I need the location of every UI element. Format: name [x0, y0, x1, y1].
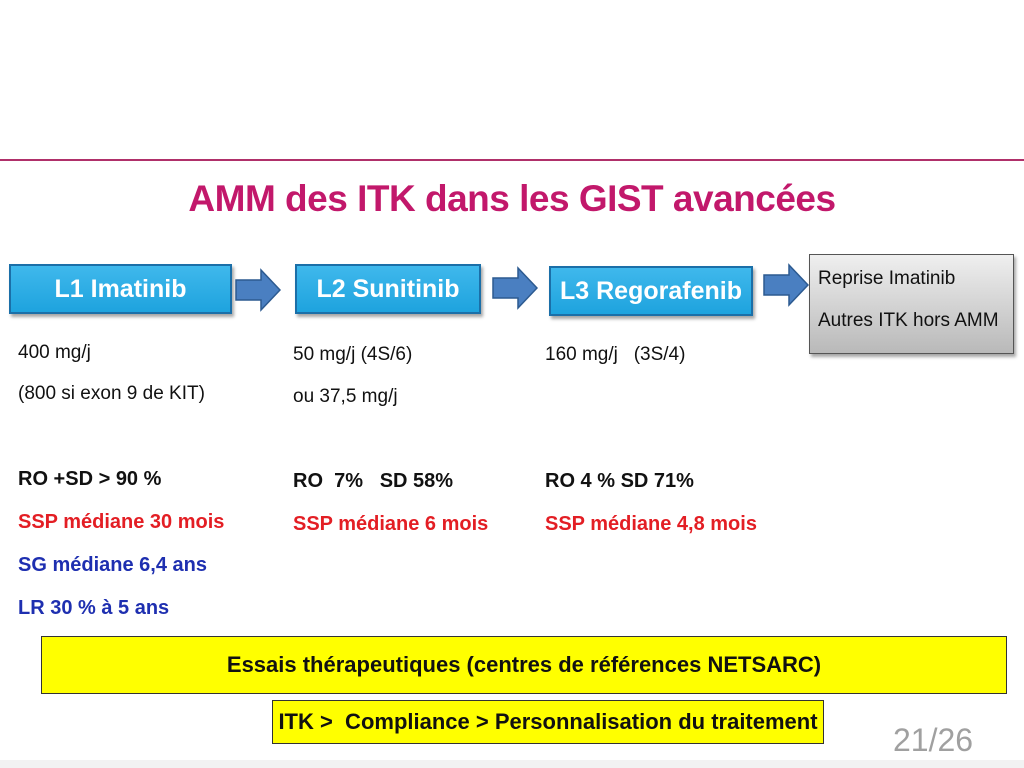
final-option-reprise: Reprise Imatinib	[818, 268, 956, 289]
final-option-autres-itk: Autres ITK hors AMM	[818, 310, 999, 331]
page-number: 21/26	[893, 722, 974, 758]
col2-dose: 50 mg/j (4S/6)	[293, 344, 413, 365]
col3-response-rate: RO 4 % SD 71%	[545, 470, 694, 492]
treatment-personalization-box: ITK > Compliance > Personnalisation du t…	[272, 700, 824, 744]
right-arrow-icon	[763, 263, 809, 307]
step-box-l2-sunitinib: L2 Sunitinib	[295, 264, 481, 314]
col1-ssp: SSP médiane 30 mois	[18, 511, 225, 533]
col2-response-rate: RO 7% SD 58%	[293, 470, 454, 492]
col1-sg: SG médiane 6,4 ans	[18, 554, 207, 576]
col1-dose-alt: (800 si exon 9 de KIT)	[18, 383, 205, 404]
clinical-trials-banner: Essais thérapeutiques (centres de référe…	[41, 636, 1007, 694]
col3-ssp: SSP médiane 4,8 mois	[545, 513, 757, 535]
step-box-l3-regorafenib: L3 Regorafenib	[549, 266, 753, 316]
col1-response-rate: RO +SD > 90 %	[18, 468, 162, 490]
right-arrow-icon	[492, 266, 538, 310]
col3-dose: 160 mg/j (3S/4)	[545, 344, 686, 365]
col2-ssp: SSP médiane 6 mois	[293, 513, 489, 535]
bottom-edge	[0, 760, 1024, 768]
right-arrow-icon	[235, 268, 281, 312]
step-box-l1-imatinib: L1 Imatinib	[9, 264, 232, 314]
slide-title: AMM des ITK dans les GIST avancées	[188, 178, 836, 219]
final-options-box: Reprise Imatinib Autres ITK hors AMM	[809, 254, 1014, 354]
col1-dose: 400 mg/j	[18, 342, 91, 363]
col2-dose-alt: ou 37,5 mg/j	[293, 386, 398, 407]
col1-lr: LR 30 % à 5 ans	[18, 597, 170, 619]
top-divider-line	[0, 159, 1024, 161]
